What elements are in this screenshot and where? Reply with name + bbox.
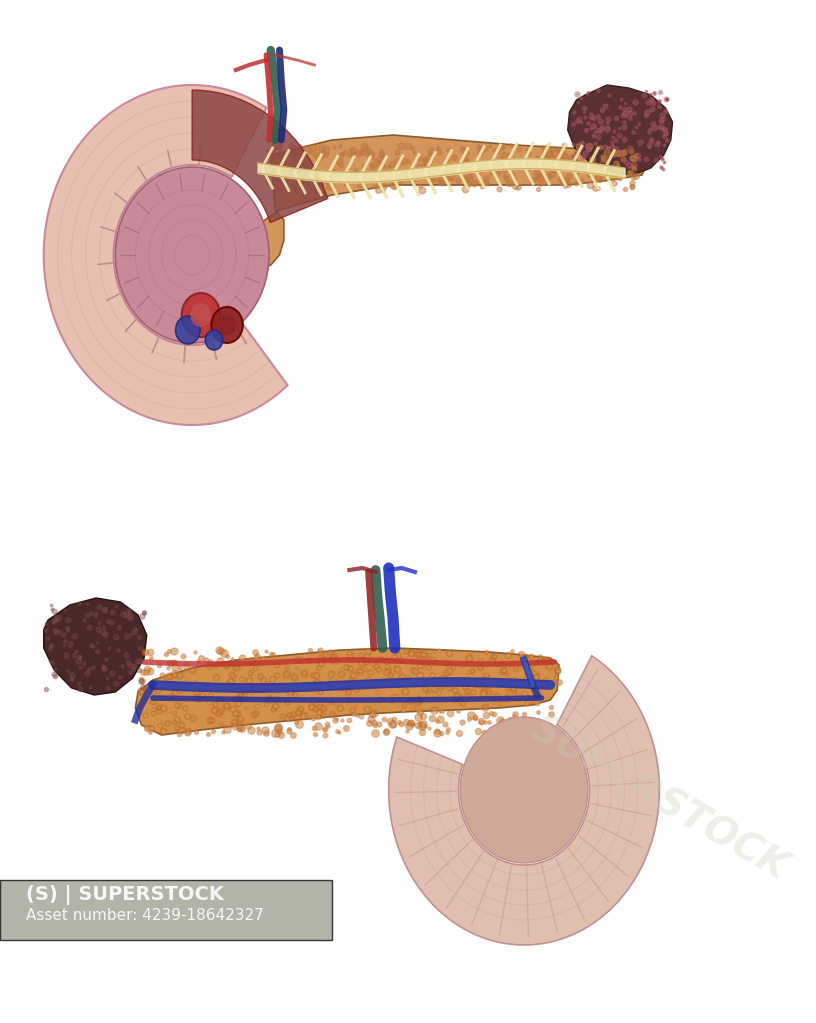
Circle shape xyxy=(190,303,211,327)
Text: Asset number: 4239-18642327: Asset number: 4239-18642327 xyxy=(26,908,264,923)
Polygon shape xyxy=(44,85,287,425)
Circle shape xyxy=(175,316,200,344)
Text: (S) | SUPERSTOCK: (S) | SUPERSTOCK xyxy=(26,885,224,905)
Polygon shape xyxy=(135,648,559,735)
FancyBboxPatch shape xyxy=(0,880,332,940)
Text: SUPERSTOCK: SUPERSTOCK xyxy=(524,710,795,888)
Circle shape xyxy=(219,315,236,335)
Polygon shape xyxy=(388,656,659,945)
Polygon shape xyxy=(245,135,646,270)
Circle shape xyxy=(206,330,223,350)
Wedge shape xyxy=(192,90,327,223)
Polygon shape xyxy=(568,85,672,175)
Circle shape xyxy=(182,293,220,337)
Circle shape xyxy=(211,307,243,343)
Circle shape xyxy=(115,167,269,343)
Polygon shape xyxy=(44,598,147,695)
Circle shape xyxy=(460,717,588,863)
